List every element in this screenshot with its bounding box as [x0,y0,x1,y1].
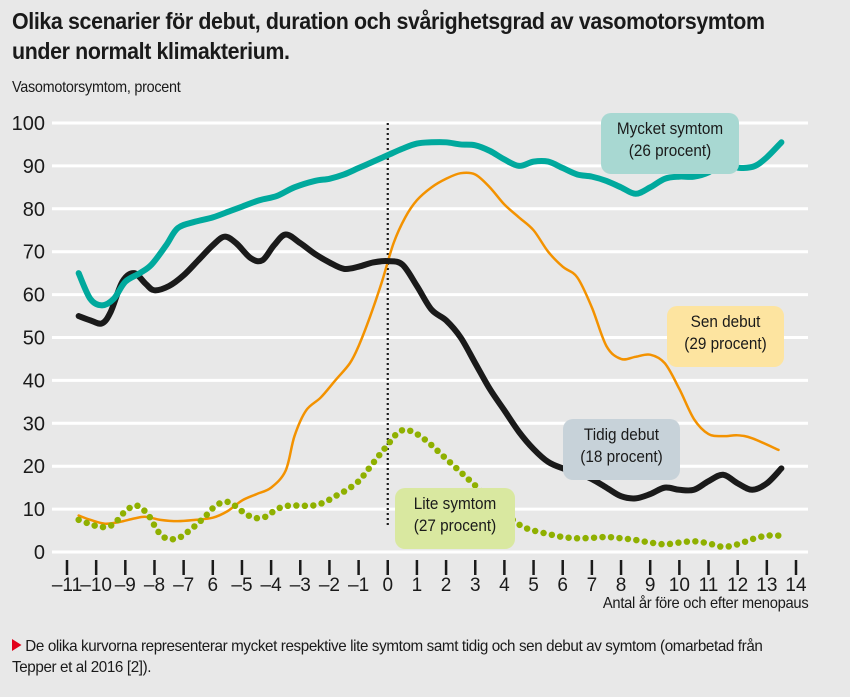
legend-share: (18 procent) [580,447,663,466]
legend-name: Tidig debut [583,425,660,444]
series-line-mycket-symtom [75,139,785,309]
legend-name: Lite symtom [413,494,497,513]
legend-label-mycket-symtom: Mycket symtom (26 procent) [601,113,739,174]
series-group [75,139,785,551]
legend-share: (26 procent) [628,141,712,160]
series-line-tidig-debut [75,231,785,502]
x-tick-label: –4 [261,575,283,596]
x-tick-label: –11 [52,575,82,596]
y-tick-label: 10 [23,499,45,521]
x-tick-label: 5 [528,575,539,596]
x-tick-label: 4 [499,575,510,596]
x-tick-label: 11 [699,575,719,596]
x-tick-label: 7 [587,575,598,596]
legend-name: Sen debut [690,312,761,331]
x-tick-label: 10 [669,575,690,596]
y-tick-label: 100 [12,113,45,135]
x-tick-label: 1 [412,575,423,596]
x-tick-label: 8 [616,575,627,596]
series-line-sen-debut [77,171,780,525]
x-tick-label: 14 [785,575,807,596]
red-triangle-bullet-icon [12,639,22,651]
y-tick-label: 40 [23,370,45,392]
x-tick-label: 2 [441,575,452,596]
y-axis-caption: Vasomotorsymtom, procent [12,79,181,96]
legend-name: Mycket symtom [616,119,724,138]
y-tick-label: 30 [23,413,45,435]
x-tick-label: 0 [382,575,393,596]
legend-share: (27 procent) [413,516,497,535]
chart-title: Olika scenarier för debut, duration och … [12,8,765,64]
x-tick-label: –9 [115,575,136,596]
x-tick-label: 13 [756,575,777,596]
y-tick-label: 20 [23,456,45,478]
x-tick-label: 12 [727,575,748,596]
x-tick-label: –7 [173,575,194,596]
x-tick-label: –3 [290,575,311,596]
series-line-lite-symtom [75,426,785,551]
footnote: De olika kurvorna representerar mycket r… [12,636,801,678]
legend-label-lite-symtom: Lite symtom (27 procent) [395,488,515,549]
y-tick-label: 70 [23,242,45,264]
y-tick-label: 60 [23,285,45,307]
x-tick-label: 6 [557,575,568,596]
x-tick-label: –1 [348,575,369,596]
x-tick-label: –5 [231,575,252,596]
x-tick-label: –8 [144,575,165,596]
y-tick-label: 50 [23,328,45,350]
x-axis-ticks: –11–10 –9 –8 –7 6 –5 –4 –3 –2 –1 0 1 2 3 4 5 6 7 8 9 10 11 12 1… [52,560,807,596]
y-tick-label: 90 [23,156,45,178]
x-tick-label: 6 [208,575,219,596]
x-tick-label: –2 [319,575,340,596]
x-tick-label: 9 [645,575,656,596]
y-axis-ticks: 0 10 20 30 40 50 60 70 80 90 100 [12,113,45,564]
legend-share: (29 procent) [684,334,767,353]
legend-label-sen-debut: Sen debut (29 procent) [667,306,784,367]
footnote-text: De olika kurvorna representerar mycket r… [12,638,763,676]
x-axis-label: Antal år före och efter menopaus [602,595,808,612]
x-tick-label: –10 [80,575,112,596]
y-tick-label: 0 [34,542,45,564]
x-tick-label: 3 [470,575,481,596]
y-tick-label: 80 [23,199,45,221]
legend-label-tidig-debut: Tidig debut (18 procent) [563,419,680,480]
